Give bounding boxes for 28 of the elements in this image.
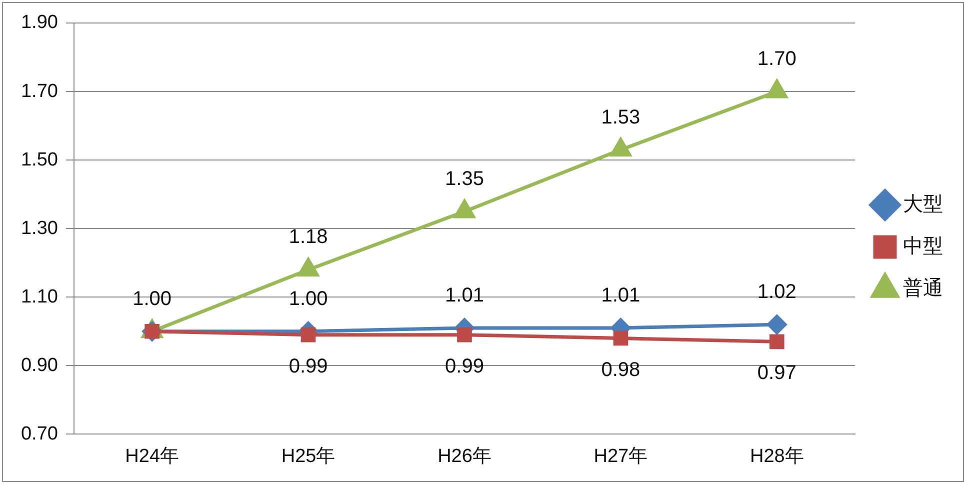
y-tick-label: 0.70 [20, 423, 58, 444]
x-tick-label: H26年 [438, 446, 492, 467]
legend-label: 普通 [903, 276, 943, 300]
data-label: 1.35 [445, 168, 484, 190]
data-label: 1.01 [601, 284, 640, 306]
x-tick-label: H24年 [125, 446, 180, 467]
data-label: 1.53 [601, 106, 640, 128]
data-label: 1.70 [757, 48, 796, 70]
y-tick-label: 1.90 [20, 12, 58, 34]
data-label: 1.00 [132, 288, 172, 310]
y-tick-label: 0.90 [20, 354, 58, 376]
x-tick-label: H25年 [281, 446, 336, 467]
data-label: 1.02 [757, 281, 796, 304]
y-tick-label: 1.50 [20, 149, 58, 170]
x-tick-label: H28年 [750, 446, 804, 467]
legend-label: 中型 [903, 236, 943, 258]
data-label: 1.18 [288, 226, 328, 248]
y-tick-label: 1.10 [20, 286, 58, 308]
data-label: 1.00 [288, 288, 328, 310]
data-label: 0.97 [757, 362, 796, 384]
data-label: 1.01 [445, 284, 484, 306]
y-tick-label: 1.70 [20, 80, 58, 102]
data-label: 0.99 [288, 355, 328, 378]
data-label: 0.98 [601, 358, 640, 381]
legend-label: 大型 [903, 194, 943, 216]
x-tick-label: H27年 [594, 446, 648, 467]
y-tick-label: 1.30 [20, 218, 58, 239]
data-label: 0.99 [445, 355, 484, 378]
